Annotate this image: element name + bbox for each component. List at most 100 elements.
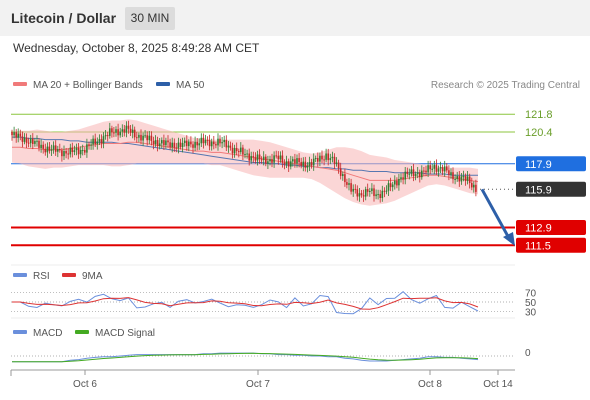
candle-body bbox=[185, 140, 188, 147]
candle-body bbox=[152, 141, 155, 145]
candle-body bbox=[421, 170, 423, 178]
candle-body bbox=[377, 194, 379, 196]
x-tick-label: Oct 8 bbox=[418, 379, 442, 390]
candle-body bbox=[329, 158, 332, 161]
candle-body bbox=[431, 168, 433, 170]
candle-body bbox=[136, 137, 138, 139]
candle-body bbox=[36, 140, 38, 142]
candle-body bbox=[364, 189, 367, 197]
candle-body bbox=[188, 141, 190, 147]
candle-body bbox=[339, 168, 342, 176]
candle-body bbox=[369, 191, 371, 192]
candle-body bbox=[183, 140, 186, 143]
candle-body bbox=[40, 144, 42, 148]
candle-body bbox=[373, 188, 375, 197]
legend-signal-label: MACD Signal bbox=[95, 328, 156, 339]
candle-body bbox=[213, 141, 215, 145]
candle-body bbox=[331, 156, 334, 159]
candle-body bbox=[337, 162, 340, 169]
candle-body bbox=[462, 176, 465, 178]
candle-body bbox=[17, 133, 19, 138]
candle-body bbox=[346, 182, 348, 185]
candle-body bbox=[416, 172, 419, 174]
candle-body bbox=[425, 170, 427, 173]
candle-body bbox=[123, 129, 126, 133]
candle-body bbox=[142, 135, 144, 141]
candle-body bbox=[115, 129, 117, 133]
candle-body bbox=[175, 147, 178, 149]
candle-body bbox=[231, 147, 234, 154]
candle-body bbox=[439, 167, 442, 169]
candle-body bbox=[383, 190, 386, 192]
candle-body bbox=[146, 135, 148, 141]
rsi-line bbox=[12, 291, 479, 315]
candle-body bbox=[102, 136, 105, 144]
candle-body bbox=[435, 164, 438, 172]
ma50-line bbox=[12, 136, 478, 176]
candle-body bbox=[456, 176, 458, 180]
rsi-ma-swatch bbox=[62, 273, 76, 278]
candle-body bbox=[350, 183, 352, 192]
legend-ma50: MA 50 bbox=[156, 80, 204, 91]
candle-body bbox=[427, 165, 429, 173]
candle-body bbox=[11, 132, 13, 136]
candle-body bbox=[450, 172, 452, 175]
x-tick-label: Oct 7 bbox=[246, 379, 270, 390]
candle-body bbox=[38, 140, 40, 148]
candle-body bbox=[57, 149, 59, 152]
candle-body bbox=[358, 193, 361, 197]
candle-body bbox=[81, 150, 84, 151]
level-label-112.9: 112.9 bbox=[525, 223, 552, 235]
interval-button[interactable]: 30 MIN bbox=[125, 7, 175, 30]
candle-body bbox=[475, 184, 477, 192]
candle-body bbox=[127, 125, 130, 129]
signal-swatch bbox=[75, 330, 89, 335]
candle-body bbox=[252, 156, 255, 158]
candle-body bbox=[279, 155, 282, 160]
candle-body bbox=[190, 141, 192, 145]
candle-body bbox=[173, 142, 176, 148]
candle-body bbox=[92, 138, 94, 145]
candle-body bbox=[54, 145, 57, 152]
candle-body bbox=[21, 136, 24, 142]
candle-body bbox=[371, 188, 373, 191]
candle-body bbox=[319, 155, 321, 162]
candle-body bbox=[317, 158, 319, 162]
level-label-120.4: 120.4 bbox=[525, 127, 553, 139]
candle-body bbox=[327, 153, 329, 161]
candle-body bbox=[71, 147, 74, 152]
candle-body bbox=[109, 128, 111, 136]
legend-rsi: RSI bbox=[13, 271, 50, 282]
candle-body bbox=[454, 179, 456, 180]
candle-body bbox=[23, 137, 26, 142]
candle-body bbox=[25, 137, 28, 143]
candle-body bbox=[408, 173, 411, 175]
candle-body bbox=[98, 139, 101, 142]
credit-label: Research © 2025 Trading Central bbox=[430, 80, 580, 91]
candle-body bbox=[437, 168, 440, 172]
candle-body bbox=[202, 137, 205, 144]
candle-body bbox=[29, 138, 32, 144]
candle-body bbox=[258, 154, 261, 160]
candle-body bbox=[73, 150, 76, 152]
candle-body bbox=[269, 159, 271, 162]
candle-body bbox=[296, 158, 298, 164]
candle-body bbox=[325, 153, 327, 160]
candle-body bbox=[161, 140, 163, 144]
datetime-label: Wednesday, October 8, 2025 8:49:28 AM CE… bbox=[13, 41, 260, 55]
candle-body bbox=[240, 147, 242, 153]
candle-body bbox=[362, 195, 365, 197]
candle-body bbox=[468, 176, 471, 184]
candle-body bbox=[410, 169, 413, 174]
candle-body bbox=[200, 137, 203, 144]
candle-body bbox=[402, 177, 404, 180]
candle-body bbox=[464, 176, 467, 181]
candle-body bbox=[223, 139, 225, 143]
candle-body bbox=[156, 140, 159, 146]
candle-body bbox=[148, 135, 151, 141]
candle-body bbox=[352, 188, 354, 192]
candle-body bbox=[229, 145, 232, 148]
macd-swatch bbox=[13, 330, 27, 335]
candle-body bbox=[254, 157, 257, 161]
candle-body bbox=[414, 174, 417, 176]
